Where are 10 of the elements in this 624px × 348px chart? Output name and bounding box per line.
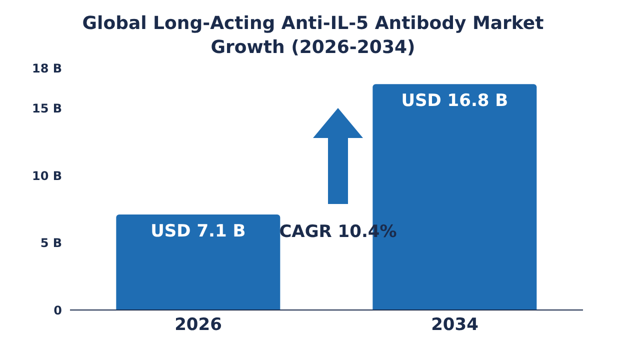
data-label: USD 16.8 B <box>401 91 508 112</box>
y-tick-label: 0 <box>54 303 62 318</box>
x-tick-label: 2034 <box>431 315 479 336</box>
chart-title: Global Long-Acting Anti-IL-5 Antibody Market Growth (2026-2034) <box>81 12 545 60</box>
data-label: USD 7.1 B <box>150 222 246 242</box>
x-tick-label: 2026 <box>174 315 222 336</box>
y-tick-label: 18 B <box>32 61 62 76</box>
y-tick-label: 5 B <box>40 236 62 250</box>
y-tick-label: 15 B <box>32 102 62 116</box>
y-tick-label: 10 B <box>32 168 62 183</box>
